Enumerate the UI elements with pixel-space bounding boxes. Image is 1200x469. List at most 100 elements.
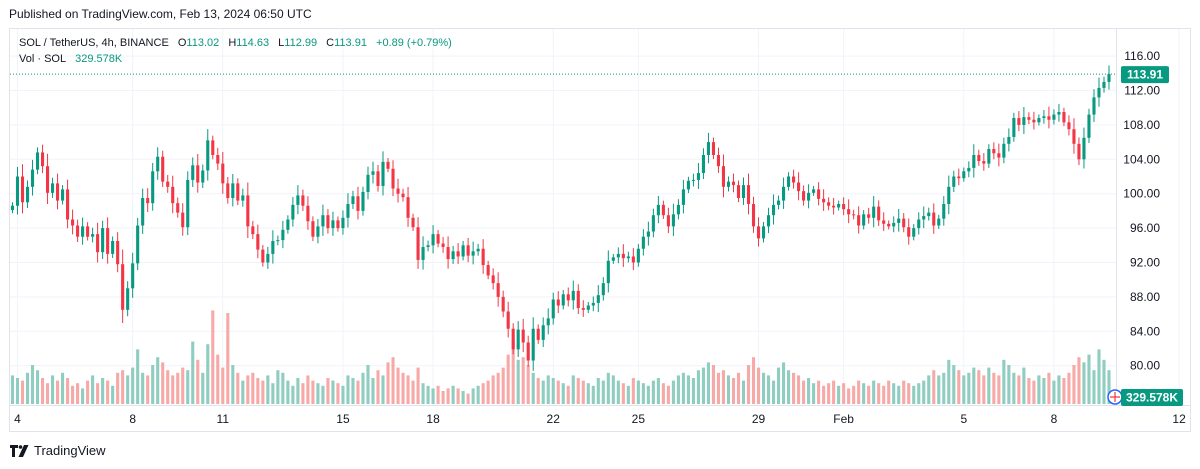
volume-bar bbox=[561, 383, 565, 404]
candle-body bbox=[421, 247, 425, 260]
candle-body bbox=[1057, 112, 1061, 115]
volume-bar bbox=[857, 380, 861, 404]
volume-bar bbox=[341, 385, 345, 404]
volume-bar bbox=[216, 354, 220, 404]
volume-bar bbox=[431, 388, 435, 404]
candle-body bbox=[952, 176, 956, 187]
volume-bar bbox=[326, 378, 330, 404]
candle-body bbox=[281, 229, 285, 241]
volume-bar bbox=[386, 362, 390, 404]
candle-body bbox=[1002, 143, 1006, 158]
legend-low-value: 112.99 bbox=[284, 37, 318, 49]
volume-bar bbox=[1032, 380, 1036, 404]
volume-bar bbox=[1067, 372, 1071, 404]
volume-bar bbox=[10, 375, 15, 404]
candle-body bbox=[551, 299, 555, 319]
candle-body bbox=[391, 168, 395, 189]
candle-body bbox=[231, 183, 235, 198]
volume-bar bbox=[106, 380, 110, 404]
candle-body bbox=[581, 308, 585, 310]
volume-bar bbox=[1012, 372, 1016, 404]
volume-bar bbox=[221, 367, 225, 404]
volume-bar bbox=[877, 383, 881, 404]
candle-body bbox=[686, 180, 690, 190]
volume-bar bbox=[822, 385, 826, 404]
published-line: Published on TradingView.com, Feb 13, 20… bbox=[9, 7, 312, 21]
candle-body bbox=[606, 260, 610, 284]
volume-bar bbox=[972, 367, 976, 404]
candle-body bbox=[932, 212, 936, 226]
volume-bar bbox=[1052, 380, 1056, 404]
volume-bar bbox=[862, 383, 866, 404]
candle-body bbox=[691, 179, 695, 181]
candle-body bbox=[711, 142, 716, 155]
candle-body bbox=[731, 181, 736, 186]
legend-close-value: 113.91 bbox=[334, 37, 367, 49]
volume-bar bbox=[706, 362, 711, 404]
candle-body bbox=[221, 163, 225, 184]
candle-body bbox=[766, 215, 771, 227]
candle-body bbox=[917, 219, 921, 229]
candle-body bbox=[45, 166, 50, 193]
volume-bar bbox=[231, 365, 235, 404]
volume-bar bbox=[776, 367, 781, 404]
candle-body bbox=[661, 204, 665, 216]
volume-bar bbox=[576, 378, 580, 404]
x-tick-label: Feb bbox=[833, 412, 854, 426]
volume-bar bbox=[151, 365, 155, 404]
candle-body bbox=[992, 148, 996, 154]
volume-bar bbox=[76, 383, 80, 404]
candle-body bbox=[852, 214, 856, 216]
candle-body bbox=[576, 290, 580, 309]
volume-bar bbox=[286, 380, 290, 404]
volume-bar bbox=[496, 372, 500, 404]
candle-body bbox=[877, 206, 881, 221]
candle-body bbox=[186, 179, 190, 228]
volume-bar bbox=[436, 385, 440, 404]
legend-ohlc-row: SOL / TetherUS, 4h, BINANCE O113.02 H114… bbox=[19, 35, 452, 51]
candle-body bbox=[121, 264, 125, 310]
volume-bar bbox=[937, 375, 941, 404]
candle-body bbox=[596, 295, 600, 303]
y-tick-label: 92.00 bbox=[1130, 256, 1160, 270]
candle-body bbox=[771, 204, 776, 216]
volume-bar bbox=[1092, 370, 1096, 404]
chart-frame bbox=[9, 28, 1191, 432]
volume-bar bbox=[751, 357, 756, 404]
candle-body bbox=[51, 183, 55, 193]
y-tick-label: 84.00 bbox=[1130, 324, 1160, 338]
candle-body bbox=[191, 165, 195, 180]
candle-body bbox=[436, 234, 440, 244]
candle-body bbox=[166, 181, 170, 187]
volume-bar bbox=[316, 383, 320, 404]
footer-brand[interactable]: TradingView bbox=[10, 443, 106, 458]
candle-body bbox=[181, 212, 185, 228]
candle-body bbox=[756, 226, 761, 239]
volume-bar bbox=[611, 375, 615, 404]
candle-body bbox=[812, 189, 816, 193]
volume-bar bbox=[196, 359, 200, 404]
candle-body bbox=[486, 265, 490, 276]
volume-bar bbox=[546, 375, 550, 404]
volume-bar bbox=[476, 385, 480, 404]
candle-body bbox=[106, 228, 110, 254]
candle-body bbox=[872, 206, 876, 218]
y-tick-label: 108.00 bbox=[1123, 118, 1160, 132]
x-tick-label: 15 bbox=[336, 412, 350, 426]
last-volume-label: 329.578K bbox=[1126, 391, 1178, 405]
legend-volume-value: 329.578K bbox=[75, 53, 123, 65]
volume-bar bbox=[1087, 354, 1091, 404]
volume-bar bbox=[967, 372, 971, 404]
candle-body bbox=[15, 176, 20, 206]
volume-bar bbox=[276, 370, 280, 404]
candle-body bbox=[997, 153, 1001, 158]
y-tick-label: 116.00 bbox=[1124, 49, 1160, 63]
candle-body bbox=[666, 215, 670, 227]
candle-body bbox=[987, 148, 991, 164]
candle-body bbox=[1077, 143, 1081, 160]
candle-body bbox=[271, 241, 275, 254]
candle-body bbox=[501, 296, 505, 312]
grid-layer bbox=[10, 29, 1180, 405]
volume-bar bbox=[116, 372, 120, 404]
